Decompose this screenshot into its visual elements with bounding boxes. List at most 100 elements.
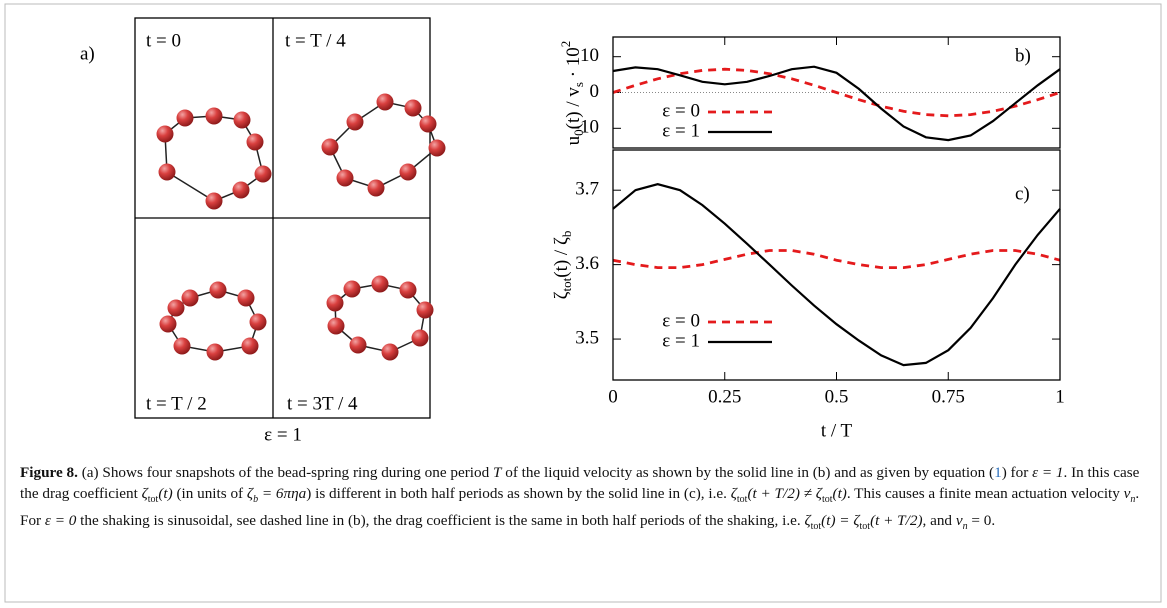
caption-text: T [492,464,502,481]
series-line [612,67,1061,118]
y-tick-label: 0 [590,81,600,102]
label-part: tot [559,277,574,291]
equation-link[interactable]: 1 [994,464,1002,481]
legend-label: ε = 1 [662,120,700,141]
bead [371,275,389,293]
series-line [612,183,1061,367]
y-axis-label: u0(t) / vs · 102 [558,41,586,146]
caption-text: (t + T/2) [870,512,923,530]
bead [399,281,417,299]
caption-text: the shaking is sinusoidal, see dashed li… [76,512,805,530]
caption-text: v [1123,485,1131,502]
caption-text: . In this case the drag coefficient [20,464,1140,502]
label-part: 0 [571,129,586,136]
caption-text: tot [859,521,871,533]
bead [205,192,223,210]
caption-text: = 0. [967,512,996,530]
bead [167,299,185,317]
caption-text: (t + T/2) ≠ ζ [747,485,822,502]
label-part: (t) / ζ [551,237,572,278]
label-part: ζ [551,291,572,299]
caption-text: ) for [1001,464,1033,481]
bead [176,109,194,127]
y-tick-label: 3.5 [575,327,599,348]
label-part: s [571,82,586,87]
caption-text: (t) [832,485,847,502]
snapshot-label: t = T / 2 [146,393,207,414]
y-tick-label: -10 [574,117,599,138]
series-line [612,249,1061,269]
bead [367,179,385,197]
bead [419,115,437,133]
bead [173,337,191,355]
caption-text: (t) = ζ [821,512,860,530]
caption-text: of the liquid velocity as shown by the s… [501,464,995,481]
legend-label: ε = 0 [662,310,700,331]
caption-text: tot [736,494,748,506]
series-line [612,65,1061,142]
snapshot-label: t = 0 [146,30,181,51]
ring-spring [334,283,426,353]
ring-spring [167,289,259,353]
bead [249,313,267,331]
caption-text: = 6πηa [258,485,307,502]
bead [209,281,227,299]
label-part: b [559,231,574,238]
figure-border [4,3,1162,603]
caption-text: Figure 8. [20,464,78,481]
x-tick-label: 1 [1055,386,1065,407]
y-tick-label: 3.6 [575,253,599,274]
bead [321,138,339,156]
caption-text: ζ [804,512,811,530]
bead [206,343,224,361]
bead [428,139,446,157]
caption-text: ε = 0 [44,512,77,530]
caption-text: ζ [730,485,737,502]
caption-text: tot [147,494,159,506]
caption-text: . This causes a finite mean actuation ve… [846,485,1124,502]
caption-text: (a) Shows four snapshots of the bead-spr… [77,464,493,481]
x-tick-label: 0 [608,386,618,407]
x-tick-label: 0.25 [708,386,741,407]
bead [181,289,199,307]
y-axis-label: ζtot(t) / ζb [551,231,574,300]
panel-label: c) [1015,183,1030,204]
bead [254,165,272,183]
panel-label: b) [1015,45,1031,66]
bead [237,289,255,307]
x-tick-label: 0.5 [825,386,849,407]
bead [326,294,344,312]
caption-text: tot [821,494,833,506]
bead [376,93,394,111]
ring-spring [164,115,264,202]
panel-label: a) [80,43,95,64]
bead [232,181,250,199]
snapshot-label: t = 3T / 4 [287,393,358,414]
bead [158,163,176,181]
caption: Figure 8. (a) Shows four snapshots of th… [20,462,1148,537]
caption-text: n [1130,494,1136,506]
caption-text: ζ [141,485,148,502]
caption-text: ε = 1 [1032,464,1064,481]
legend-label: ε = 0 [662,100,700,121]
caption-text: ) is different in both half periods as s… [306,485,731,502]
caption-text: , and [922,512,956,530]
bead [205,107,223,125]
x-axis-label: t / T [821,420,853,441]
bead [233,111,251,129]
bead [416,301,434,319]
bead [349,336,367,354]
bead [381,343,399,361]
bead [346,113,364,131]
caption-text: ζ [246,485,254,502]
bead [327,317,345,335]
bead [399,163,417,181]
caption-text: n [962,521,968,533]
ring-spring [329,101,438,189]
bead [159,315,177,333]
caption-text: v [955,512,963,530]
snapshot-label: t = T / 4 [285,30,346,51]
legend-label: ε = 1 [662,330,700,351]
label-part: u [563,135,584,145]
